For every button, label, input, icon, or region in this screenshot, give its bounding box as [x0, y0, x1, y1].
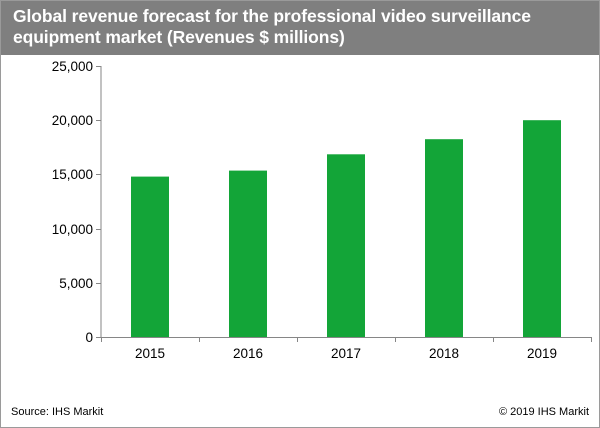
bar-2017: [327, 154, 365, 337]
chart-title: Global revenue forecast for the professi…: [13, 6, 531, 47]
bar-2018: [425, 139, 463, 337]
source-note: Source: IHS Markit: [11, 406, 104, 418]
copyright-note: © 2019 IHS Markit: [498, 406, 589, 418]
x-tick-label: 2019: [527, 346, 557, 361]
bar-2016: [229, 170, 267, 337]
y-tick-label: 15,000: [52, 167, 93, 182]
x-tick-label: 2015: [135, 346, 165, 361]
y-tick-label: 10,000: [52, 222, 93, 237]
x-tick-label: 2018: [429, 346, 459, 361]
title-bar: Global revenue forecast for the professi…: [1, 1, 599, 55]
y-tick-label: 5,000: [59, 276, 93, 291]
bar-chart: 0 5,000 10,000 15,000 20,000 25,000 2015 2016 20…: [52, 59, 592, 361]
x-tick-label: 2016: [233, 346, 263, 361]
bar-2015: [131, 176, 169, 337]
y-tick-label: 0: [85, 330, 93, 345]
x-tick-label: 2017: [331, 346, 361, 361]
y-tick-label: 25,000: [52, 59, 93, 74]
bar-2019: [523, 120, 561, 337]
y-tick-label: 20,000: [52, 113, 93, 128]
